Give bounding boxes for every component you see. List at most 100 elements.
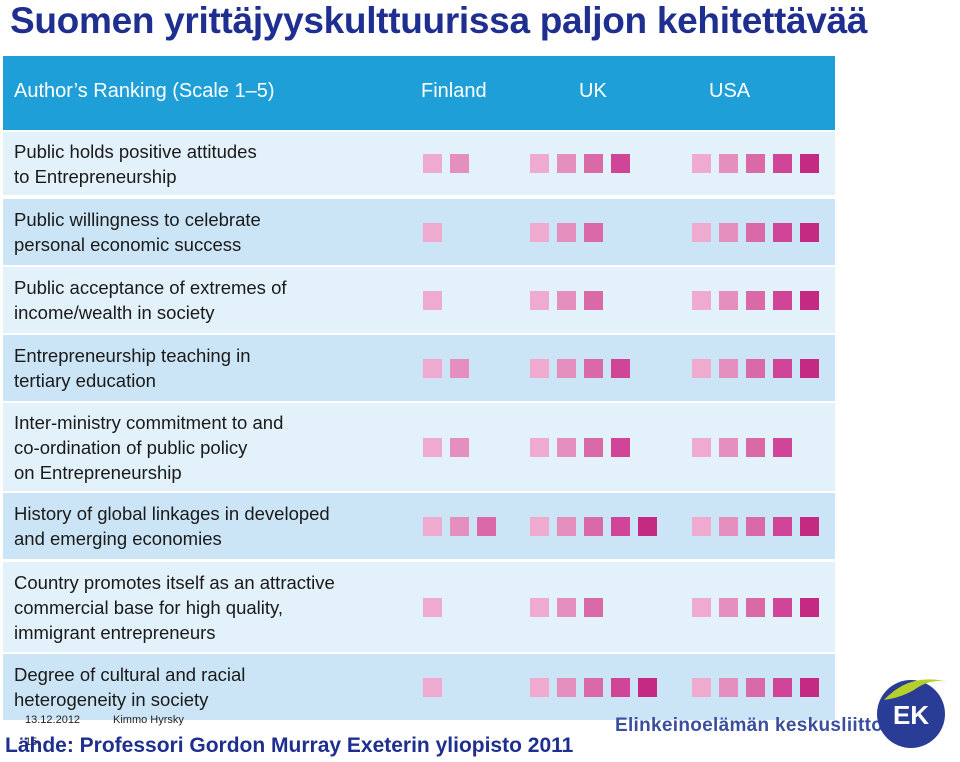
rating-square xyxy=(746,438,765,457)
rating-square xyxy=(557,598,576,617)
row-label: Entrepreneurship teaching in tertiary ed… xyxy=(14,345,251,391)
rating-square xyxy=(746,154,765,173)
logo-text: EK xyxy=(893,700,929,730)
rating-square xyxy=(746,598,765,617)
rating-square xyxy=(773,223,792,242)
rating-square xyxy=(692,517,711,536)
rating-square xyxy=(450,517,469,536)
rating-square xyxy=(638,678,657,697)
footer-date: 13.12.2012 xyxy=(25,714,81,726)
rating-square xyxy=(557,359,576,378)
footer-author: Kimmo Hyrsky xyxy=(113,714,184,726)
rating-square xyxy=(638,517,657,536)
rating-square xyxy=(611,678,630,697)
rating-square xyxy=(611,438,630,457)
rating-square xyxy=(692,678,711,697)
rating-square xyxy=(557,291,576,310)
row-label: Public holds positive attitudes to Entre… xyxy=(14,141,257,187)
rating-square xyxy=(423,598,442,617)
row-label: Country promotes itself as an attractive… xyxy=(14,572,335,643)
rating-square xyxy=(611,359,630,378)
rating-square xyxy=(584,154,603,173)
brand-name: Elinkeinoelämän keskusliitto xyxy=(615,715,884,736)
rating-square xyxy=(800,291,819,310)
page-number: 15 xyxy=(25,736,38,748)
rating-square xyxy=(800,598,819,617)
page-title: Suomen yrittäjyyskulttuurissa paljon keh… xyxy=(10,0,868,41)
table-row: Inter-ministry commitment to and co-ordi… xyxy=(3,403,835,491)
rating-square xyxy=(611,154,630,173)
table-row: Entrepreneurship teaching in tertiary ed… xyxy=(3,335,835,401)
rating-square xyxy=(719,517,738,536)
rating-square xyxy=(530,223,549,242)
rating-square xyxy=(773,678,792,697)
rating-square xyxy=(773,359,792,378)
table-row: Public acceptance of extremes of income/… xyxy=(3,267,835,333)
rating-square xyxy=(530,359,549,378)
row-label: Public acceptance of extremes of income/… xyxy=(14,277,287,323)
header-finland: Finland xyxy=(421,80,487,102)
rating-square xyxy=(800,154,819,173)
rating-square xyxy=(800,359,819,378)
rating-square xyxy=(450,438,469,457)
rating-square xyxy=(557,517,576,536)
rating-square xyxy=(692,598,711,617)
table-header: Author’s Ranking (Scale 1–5) Finland UK … xyxy=(3,56,835,130)
rating-square xyxy=(530,517,549,536)
source-note: Lähde: Professori Gordon Murray Exeterin… xyxy=(5,734,574,757)
table-row: Country promotes itself as an attractive… xyxy=(3,562,835,652)
rating-square xyxy=(423,154,442,173)
rating-square xyxy=(423,359,442,378)
rating-square xyxy=(719,359,738,378)
rating-square xyxy=(746,223,765,242)
rating-square xyxy=(450,359,469,378)
rating-square xyxy=(773,291,792,310)
rating-square xyxy=(423,438,442,457)
rating-square xyxy=(557,154,576,173)
rating-square xyxy=(773,598,792,617)
header-criterion: Author’s Ranking (Scale 1–5) xyxy=(14,80,275,102)
rating-square xyxy=(423,517,442,536)
rating-square xyxy=(584,359,603,378)
rating-square xyxy=(530,598,549,617)
rating-square xyxy=(746,678,765,697)
rating-square xyxy=(584,291,603,310)
rating-square xyxy=(530,154,549,173)
rating-square xyxy=(800,678,819,697)
rating-square xyxy=(773,517,792,536)
rating-square xyxy=(692,291,711,310)
table-row: History of global linkages in developed … xyxy=(3,493,835,559)
rating-square xyxy=(477,517,496,536)
rating-square xyxy=(423,678,442,697)
rating-square xyxy=(719,223,738,242)
table-row: Public holds positive attitudes to Entre… xyxy=(3,132,835,195)
row-label: Inter-ministry commitment to and co-ordi… xyxy=(14,412,284,483)
rating-square xyxy=(584,678,603,697)
ranking-table: Author’s Ranking (Scale 1–5) Finland UK … xyxy=(3,56,835,720)
rating-square xyxy=(719,291,738,310)
rating-square xyxy=(746,291,765,310)
rating-square xyxy=(611,517,630,536)
rating-square xyxy=(692,438,711,457)
rating-square xyxy=(800,517,819,536)
rating-square xyxy=(692,154,711,173)
row-label: History of global linkages in developed … xyxy=(14,503,330,549)
rating-square xyxy=(557,223,576,242)
rating-square xyxy=(584,223,603,242)
table-row: Public willingness to celebrate personal… xyxy=(3,199,835,265)
rating-square xyxy=(530,438,549,457)
rating-square xyxy=(584,438,603,457)
rating-square xyxy=(557,438,576,457)
rating-square xyxy=(530,678,549,697)
rating-square xyxy=(719,598,738,617)
table-row: Degree of cultural and racial heterogene… xyxy=(3,654,835,720)
rating-square xyxy=(423,223,442,242)
rating-square xyxy=(773,154,792,173)
row-label: Public willingness to celebrate personal… xyxy=(14,209,261,255)
rating-square xyxy=(746,517,765,536)
header-usa: USA xyxy=(709,80,751,102)
rating-square xyxy=(530,291,549,310)
rating-square xyxy=(719,678,738,697)
rating-square xyxy=(584,598,603,617)
rating-square xyxy=(719,438,738,457)
